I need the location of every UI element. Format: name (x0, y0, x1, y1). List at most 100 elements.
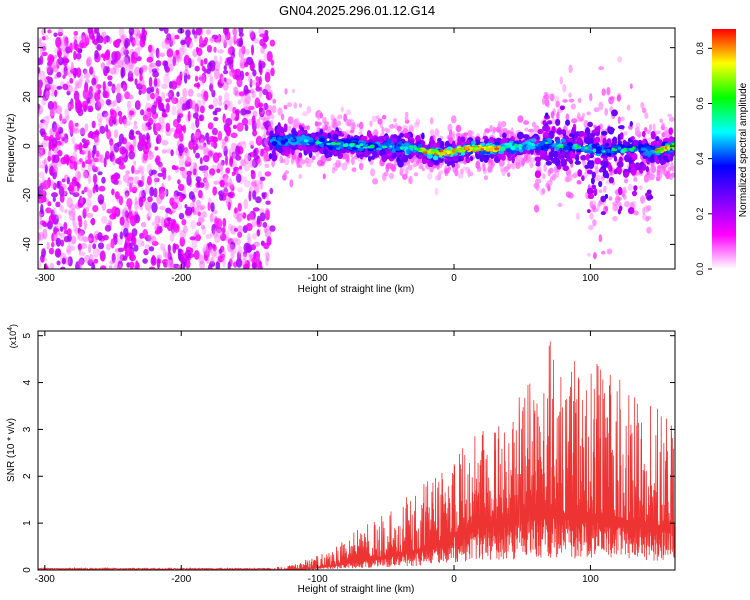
noise-blob (231, 143, 236, 152)
noise-blob (65, 46, 71, 54)
noise-blob (84, 78, 90, 84)
noise-blob (77, 227, 82, 234)
noise-blob (198, 190, 203, 199)
noise-blob (117, 59, 124, 68)
noise-blob (210, 88, 214, 95)
noise-blob (140, 221, 147, 228)
noise-blob (141, 171, 145, 183)
noise-blob (264, 111, 270, 122)
noise-blob (168, 89, 175, 100)
halo-blob (668, 116, 675, 122)
noise-blob (211, 127, 218, 136)
noise-blob (153, 114, 157, 124)
noise-blob (73, 143, 78, 153)
noise-blob (64, 108, 70, 118)
noise-blob (84, 254, 90, 263)
noise-blob (226, 197, 232, 208)
noise-blob (233, 86, 239, 96)
noise-blob (120, 46, 127, 57)
noise-blob (213, 68, 220, 80)
noise-blob (244, 124, 249, 132)
halo-blob (652, 123, 656, 132)
noise-blob (219, 55, 223, 65)
noise-blob (196, 47, 203, 57)
halo-blob (546, 180, 553, 187)
noise-blob (264, 29, 269, 36)
noise-blob (84, 123, 89, 132)
halo-blob (288, 125, 292, 131)
halo-blob (646, 226, 652, 234)
noise-blob (91, 262, 96, 269)
noise-blob (91, 120, 96, 129)
halo-blob (492, 126, 497, 133)
noise-blob (57, 57, 63, 63)
noise-blob (136, 83, 143, 90)
noise-blob (131, 186, 138, 193)
halo-blob (622, 186, 627, 194)
noise-blob (102, 81, 107, 92)
noise-blob (55, 201, 61, 208)
noise-blob (176, 55, 181, 60)
noise-blob (159, 52, 165, 58)
halo-blob (667, 113, 673, 118)
noise-blob (233, 166, 240, 172)
noise-blob (201, 164, 208, 171)
noise-blob (186, 161, 192, 167)
noise-blob (51, 241, 55, 248)
noise-blob (109, 138, 114, 146)
noise-blob (121, 34, 125, 40)
noise-blob (253, 241, 261, 247)
noise-blob (126, 217, 131, 224)
noise-blob (253, 179, 260, 187)
noise-blob (257, 134, 261, 146)
halo-blob (586, 111, 591, 116)
noise-blob (67, 233, 72, 242)
noise-blob (111, 252, 116, 264)
noise-blob (192, 211, 198, 216)
noise-blob (233, 28, 238, 38)
noise-blob (243, 176, 248, 182)
noise-blob (195, 117, 200, 128)
noise-blob (107, 81, 113, 87)
noise-blob (196, 93, 202, 98)
halo-blob (601, 250, 606, 255)
halo-blob (287, 116, 294, 125)
halo-blob (616, 94, 621, 102)
noise-blob (219, 73, 224, 84)
noise-blob (106, 243, 111, 251)
halo-blob (349, 129, 355, 134)
noise-blob (60, 239, 65, 247)
noise-blob (61, 178, 66, 183)
noise-blob (79, 158, 83, 163)
noise-blob (38, 260, 42, 269)
noise-blob (55, 214, 62, 220)
noise-blob (204, 37, 209, 43)
halo-blob (324, 121, 330, 126)
noise-blob (151, 221, 156, 226)
noise-blob (87, 150, 92, 161)
noise-blob (264, 207, 271, 217)
noise-blob (187, 88, 194, 97)
noise-blob (64, 36, 69, 47)
noise-blob (153, 77, 158, 87)
halo-blob (416, 159, 422, 164)
noise-blob (137, 165, 145, 175)
noise-blob (207, 122, 214, 130)
noise-blob (124, 91, 130, 100)
noise-blob (191, 194, 196, 203)
noise-blob (238, 39, 244, 47)
noise-blob (210, 256, 215, 264)
noise-blob (214, 250, 221, 259)
halo-blob (551, 173, 557, 181)
noise-blob (81, 100, 89, 110)
noise-blob (222, 113, 226, 124)
noise-blob (101, 201, 107, 211)
halo-blob (562, 99, 568, 103)
noise-blob (82, 236, 89, 243)
noise-blob (99, 125, 106, 134)
noise-blob (161, 40, 167, 49)
noise-blob (198, 76, 205, 81)
noise-blob (96, 35, 104, 44)
halo-blob (463, 132, 469, 137)
noise-blob (115, 173, 121, 180)
